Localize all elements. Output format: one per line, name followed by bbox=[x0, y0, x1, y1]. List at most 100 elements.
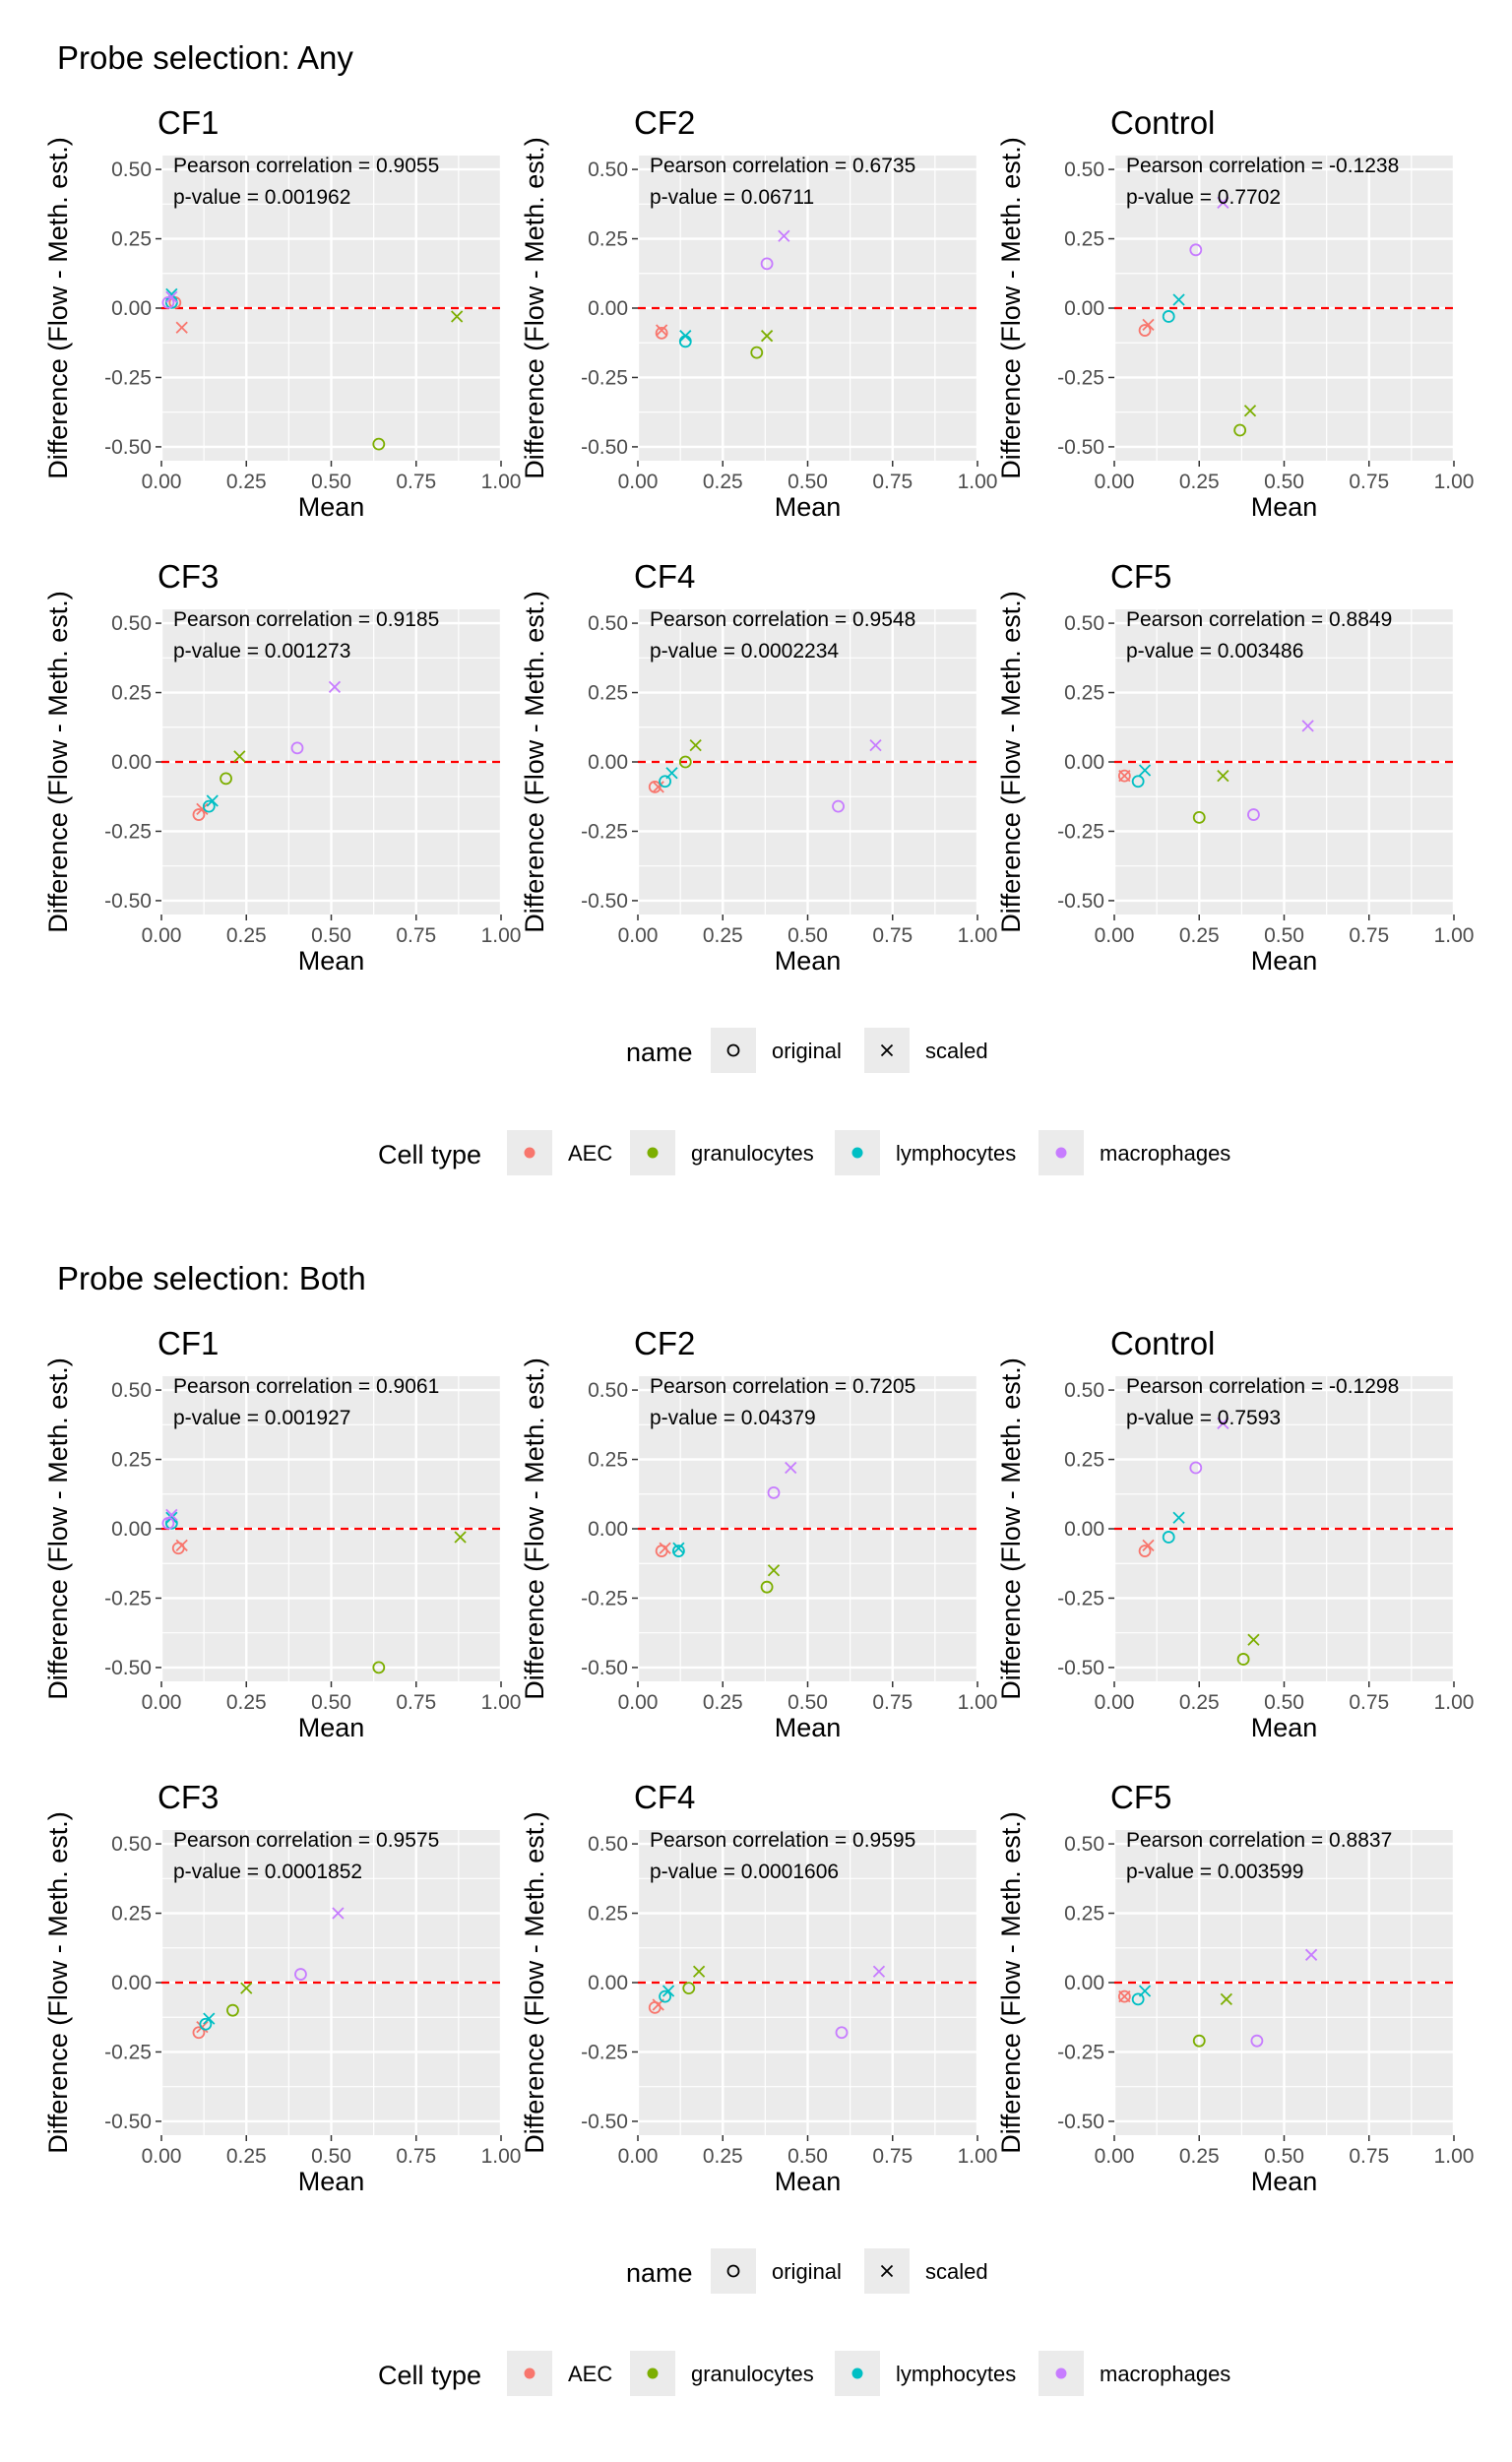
correlation-label: Pearson correlation = 0.8849 bbox=[1126, 608, 1392, 631]
point-AEC-scaled bbox=[652, 781, 664, 793]
correlation-label: Pearson correlation = 0.9061 bbox=[173, 1375, 439, 1398]
x-axis-title: Mean bbox=[775, 492, 842, 522]
point-macrophages-original bbox=[290, 741, 304, 755]
y-axis-title: Difference (Flow - Meth. est.) bbox=[520, 1811, 549, 2154]
panel-cf5: 0.00 0.25 0.50 0.75 1.00 -0.50 -0.25 0.00 0.25 0.… bbox=[996, 1779, 1474, 2196]
point-lymphocytes-scaled bbox=[665, 767, 678, 780]
legend-swatch-granulocytes bbox=[647, 1147, 659, 1159]
x-tick-label: 0.75 bbox=[872, 2145, 913, 2168]
legend-symbol-scaled bbox=[880, 2264, 894, 2278]
point-lymphocytes-original bbox=[659, 775, 671, 789]
facet-title: CF4 bbox=[634, 558, 695, 595]
point-granulocytes-original bbox=[1236, 1653, 1250, 1666]
x-tick-label: 0.00 bbox=[618, 1691, 659, 1714]
legend-symbol-scaled bbox=[880, 1043, 894, 1057]
correlation-label: Pearson correlation = 0.9575 bbox=[173, 1829, 439, 1852]
x-tick-label: 0.25 bbox=[226, 1691, 267, 1714]
x-tick-label: 1.00 bbox=[481, 1691, 522, 1714]
x-tick-label: 1.00 bbox=[481, 924, 522, 947]
y-tick-label: 0.00 bbox=[1064, 297, 1104, 320]
legend-label-original: original bbox=[772, 1039, 842, 1063]
y-tick-label: -0.25 bbox=[581, 1587, 628, 1610]
y-tick-label: 0.25 bbox=[111, 682, 152, 705]
y-tick-label: -0.50 bbox=[581, 890, 628, 913]
y-tick-label: 0.00 bbox=[588, 751, 628, 774]
legend-label-AEC: AEC bbox=[568, 2362, 612, 2386]
point-granulocytes-original bbox=[1233, 423, 1247, 437]
x-tick-label: 1.00 bbox=[1434, 2145, 1475, 2168]
x-tick-label: 0.00 bbox=[1095, 924, 1135, 947]
y-tick-label: -0.25 bbox=[104, 1587, 152, 1610]
x-tick-label: 1.00 bbox=[481, 471, 522, 493]
y-tick-label: 0.00 bbox=[588, 1972, 628, 1994]
y-tick-label: 0.50 bbox=[111, 1833, 152, 1856]
point-AEC-original bbox=[648, 780, 662, 793]
facet-title: CF5 bbox=[1110, 558, 1171, 595]
x-axis-title: Mean bbox=[298, 492, 365, 522]
x-tick-label: 0.00 bbox=[1095, 2145, 1135, 2168]
legend-color-title: Cell type bbox=[378, 2361, 481, 2390]
y-tick-label: 0.00 bbox=[1064, 1972, 1104, 1994]
x-axis-title: Mean bbox=[298, 946, 365, 976]
x-tick-label: 0.75 bbox=[1349, 2145, 1389, 2168]
y-tick-label: 0.25 bbox=[111, 1903, 152, 1925]
legend-swatch-lymphocytes bbox=[851, 1147, 863, 1159]
point-granulocytes-scaled bbox=[454, 1531, 467, 1544]
point-lymphocytes-original bbox=[1131, 1992, 1145, 2006]
y-tick-label: -0.25 bbox=[1057, 366, 1104, 389]
x-tick-label: 0.75 bbox=[872, 1691, 913, 1714]
y-tick-label: 0.25 bbox=[1064, 228, 1104, 251]
correlation-label: Pearson correlation = 0.9548 bbox=[650, 608, 915, 631]
y-tick-label: -0.50 bbox=[1057, 2111, 1104, 2133]
y-axis-title: Difference (Flow - Meth. est.) bbox=[43, 1811, 73, 2154]
y-axis-title: Difference (Flow - Meth. est.) bbox=[43, 1357, 73, 1700]
point-lymphocytes-scaled bbox=[206, 794, 219, 807]
x-tick-label: 0.25 bbox=[1179, 1691, 1220, 1714]
legend-key-original bbox=[711, 2248, 756, 2294]
x-tick-label: 0.00 bbox=[618, 2145, 659, 2168]
x-tick-label: 0.50 bbox=[1264, 924, 1304, 947]
point-macrophages-scaled bbox=[1217, 1417, 1229, 1430]
facet-title: CF2 bbox=[634, 1325, 695, 1361]
y-axis-title: Difference (Flow - Meth. est.) bbox=[520, 137, 549, 479]
facet-title: CF1 bbox=[158, 1325, 219, 1361]
x-tick-label: 0.25 bbox=[226, 471, 267, 493]
point-granulocytes-scaled bbox=[689, 738, 702, 752]
correlation-label: Pearson correlation = 0.8837 bbox=[1126, 1829, 1392, 1852]
x-tick-label: 0.00 bbox=[142, 2145, 182, 2168]
x-tick-label: 0.50 bbox=[788, 924, 828, 947]
point-macrophages-original bbox=[1189, 1461, 1203, 1475]
point-lymphocytes-scaled bbox=[1172, 1511, 1185, 1524]
point-granulocytes-scaled bbox=[760, 330, 774, 343]
point-lymphocytes-scaled bbox=[203, 2012, 216, 2025]
y-tick-label: 0.00 bbox=[111, 297, 152, 320]
p-value-label: p-value = 0.04379 bbox=[650, 1407, 816, 1429]
point-granulocytes-original bbox=[372, 1661, 386, 1674]
x-tick-label: 0.50 bbox=[788, 471, 828, 493]
point-AEC-original bbox=[655, 326, 668, 340]
legend-swatch-macrophages bbox=[1055, 1147, 1067, 1159]
legend-symbol-original bbox=[726, 2264, 740, 2278]
p-value-label: p-value = 0.003486 bbox=[1126, 640, 1303, 663]
panel-cf4: 0.00 0.25 0.50 0.75 1.00 -0.50 -0.25 0.00 0.25 0.… bbox=[520, 558, 997, 976]
legend-key-original bbox=[711, 1028, 756, 1073]
x-tick-label: 0.00 bbox=[1095, 471, 1135, 493]
x-tick-label: 0.75 bbox=[396, 471, 436, 493]
y-tick-label: -0.50 bbox=[581, 2111, 628, 2133]
x-tick-label: 0.00 bbox=[142, 471, 182, 493]
x-tick-label: 0.25 bbox=[703, 924, 743, 947]
x-axis-title: Mean bbox=[775, 946, 842, 976]
panel-control: 0.00 0.25 0.50 0.75 1.00 -0.50 -0.25 0.00 0.25 0.… bbox=[996, 104, 1474, 522]
x-tick-label: 0.00 bbox=[618, 471, 659, 493]
y-tick-label: 0.00 bbox=[111, 1518, 152, 1541]
x-tick-label: 0.75 bbox=[1349, 471, 1389, 493]
y-tick-label: -0.50 bbox=[104, 2111, 152, 2133]
x-tick-label: 1.00 bbox=[1434, 1691, 1475, 1714]
x-tick-label: 0.50 bbox=[1264, 471, 1304, 493]
y-tick-label: -0.25 bbox=[104, 820, 152, 843]
point-AEC-original bbox=[1138, 1545, 1152, 1557]
y-axis-title: Difference (Flow - Meth. est.) bbox=[520, 1357, 549, 1700]
y-tick-label: 0.25 bbox=[1064, 682, 1104, 705]
y-tick-label: 0.25 bbox=[111, 1449, 152, 1472]
